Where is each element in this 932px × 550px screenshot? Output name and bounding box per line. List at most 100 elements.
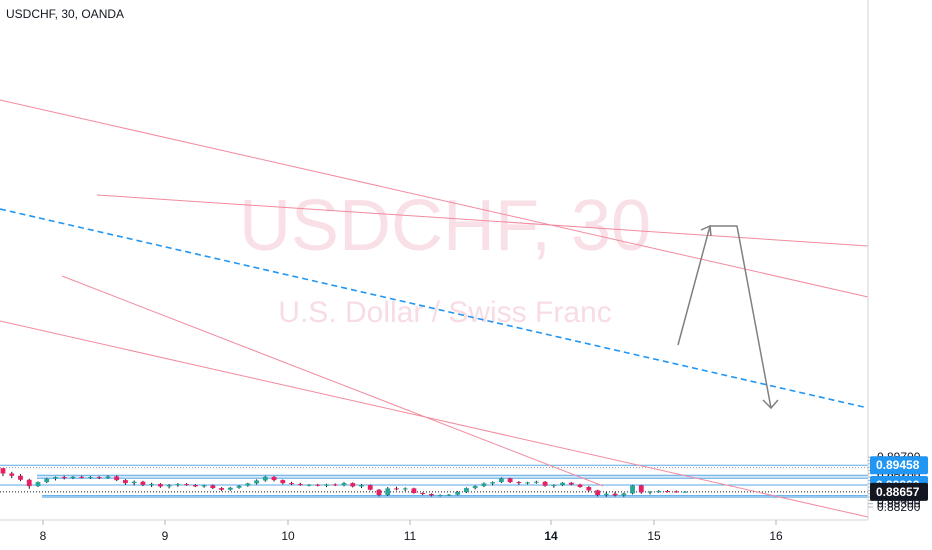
candle: [297, 482, 303, 486]
candle-body: [157, 484, 163, 487]
candle-body: [420, 493, 426, 495]
candle: [0, 468, 6, 477]
candle: [359, 484, 364, 489]
candle: [70, 476, 76, 480]
candle-body: [341, 483, 347, 486]
candle-body: [464, 488, 469, 493]
candle-body: [289, 483, 294, 485]
candle-body: [551, 485, 557, 487]
candle-body: [638, 485, 644, 493]
candle-body: [490, 482, 496, 484]
candle: [568, 482, 574, 486]
price-axis[interactable]: 0.897000.896000.895000.894000.893000.892…: [868, 450, 928, 514]
candle-body: [586, 487, 592, 491]
candle: [44, 477, 50, 484]
candle-body: [525, 482, 531, 484]
candle: [262, 475, 268, 482]
candle-body: [673, 491, 679, 493]
x-tick-label: 10: [281, 529, 295, 543]
candle: [551, 484, 557, 488]
candle: [227, 487, 233, 491]
candle-body: [656, 491, 662, 493]
candle-body: [192, 485, 198, 487]
candle: [656, 490, 662, 493]
candle-body: [498, 478, 504, 483]
candle: [219, 487, 224, 492]
candle-body: [70, 476, 76, 479]
candle-body: [385, 488, 391, 496]
candle-body: [131, 481, 137, 484]
candle: [481, 482, 487, 488]
candle-body: [367, 485, 373, 490]
candle-body: [429, 494, 434, 496]
candle: [595, 489, 600, 497]
candle-body: [603, 493, 609, 496]
candle-body: [219, 488, 224, 490]
candle-body: [332, 484, 338, 486]
candle: [61, 475, 67, 480]
candle-body: [437, 495, 443, 497]
candle: [455, 491, 461, 496]
candle-body: [394, 488, 399, 490]
candle: [306, 484, 312, 487]
candle: [79, 475, 85, 479]
watermark-description: U.S. Dollar / Swiss Franc: [278, 296, 611, 329]
candle: [638, 484, 644, 494]
candle-body: [227, 487, 233, 490]
candle-body: [9, 473, 15, 476]
candle-body: [254, 480, 259, 484]
candle-body: [61, 477, 67, 479]
candle: [157, 483, 163, 488]
candle: [516, 481, 522, 485]
candle-body: [560, 482, 565, 486]
candle-body: [26, 479, 32, 487]
candle-body: [315, 484, 321, 486]
candle: [88, 476, 93, 479]
last-price-tag: [870, 482, 928, 501]
candle-body: [175, 484, 181, 486]
x-tick-label: 15: [647, 529, 661, 543]
candle: [560, 482, 565, 487]
candle: [236, 485, 242, 489]
candle-body: [262, 476, 268, 481]
candle: [245, 482, 251, 487]
candle: [324, 483, 329, 488]
candle-body: [568, 482, 574, 485]
watermark-symbol: USDCHF, 30: [239, 186, 651, 266]
candle-body: [140, 481, 146, 485]
candle-body: [280, 480, 286, 484]
x-tick-label: 16: [769, 529, 783, 543]
candle: [280, 479, 286, 485]
candle-body: [455, 492, 461, 495]
time-axis[interactable]: 8 9 10 11 14 15 16: [40, 520, 783, 543]
candle: [437, 494, 443, 497]
candle-body: [201, 485, 207, 487]
arrow-head-up: [700, 224, 712, 237]
candle: [586, 486, 592, 492]
drawings-layer: [0, 99, 869, 518]
candle-body: [507, 478, 513, 483]
candle: [140, 480, 146, 487]
candle: [184, 483, 190, 486]
candle-body: [245, 483, 251, 486]
candle: [201, 484, 207, 488]
candle: [175, 483, 181, 487]
trend-line: [0, 208, 869, 409]
candle-body: [682, 491, 688, 493]
candle: [376, 489, 382, 497]
candle-body: [621, 493, 627, 496]
candle-body: [96, 477, 102, 479]
candle: [53, 476, 58, 481]
candle: [166, 484, 172, 489]
forecast-path: [677, 225, 772, 409]
candle: [464, 487, 469, 494]
candle: [533, 480, 539, 484]
candle-body: [35, 482, 41, 487]
candle-body: [612, 493, 618, 496]
candle-body: [184, 484, 190, 486]
candle: [385, 487, 391, 497]
candle-body: [446, 494, 452, 496]
candle-body: [472, 486, 478, 489]
candle: [577, 483, 583, 488]
